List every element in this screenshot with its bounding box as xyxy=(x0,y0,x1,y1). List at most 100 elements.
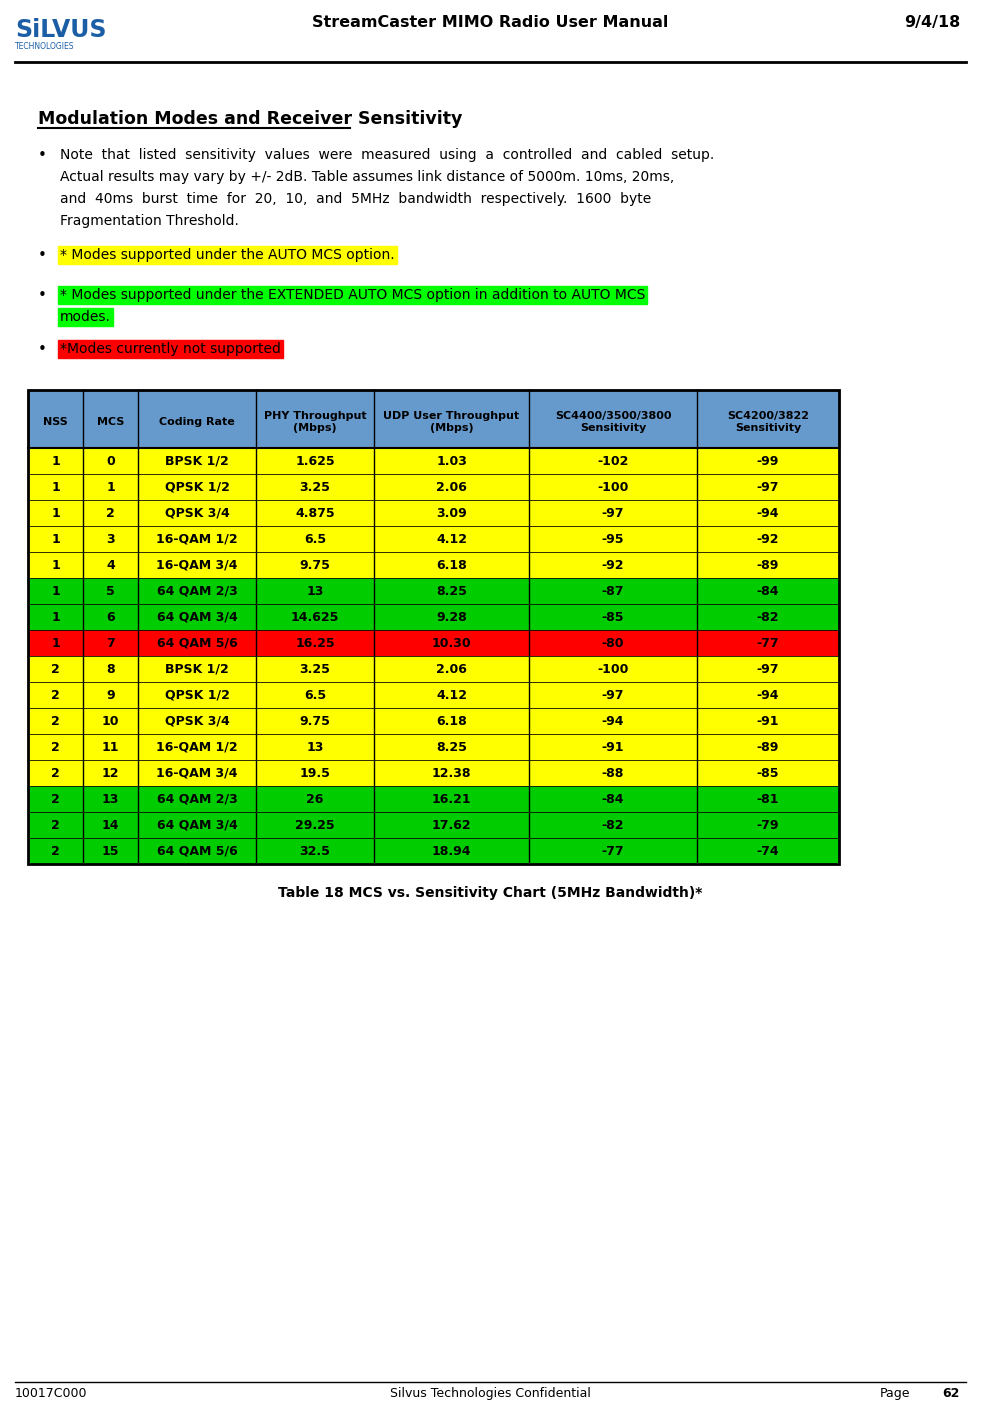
Text: 4.12: 4.12 xyxy=(436,689,467,701)
Text: 2: 2 xyxy=(51,845,60,858)
Text: 3.25: 3.25 xyxy=(299,481,331,494)
Text: 29.25: 29.25 xyxy=(295,818,335,831)
Bar xyxy=(28,579,839,604)
Text: 1: 1 xyxy=(51,611,60,624)
Text: -102: -102 xyxy=(597,454,629,467)
Text: 2: 2 xyxy=(51,766,60,779)
Text: Modulation Modes and Receiver Sensitivity: Modulation Modes and Receiver Sensitivit… xyxy=(38,110,462,128)
Text: 16.25: 16.25 xyxy=(295,636,335,649)
Text: Actual results may vary by +/- 2dB. Table assumes link distance of 5000m. 10ms, : Actual results may vary by +/- 2dB. Tabl… xyxy=(60,169,674,183)
Text: -94: -94 xyxy=(601,714,624,728)
Text: 8: 8 xyxy=(106,663,115,676)
Text: and  40ms  burst  time  for  20,  10,  and  5MHz  bandwidth  respectively.  1600: and 40ms burst time for 20, 10, and 5MHz… xyxy=(60,192,651,206)
Text: 2.06: 2.06 xyxy=(437,663,467,676)
Text: UDP User Throughput
(Mbps): UDP User Throughput (Mbps) xyxy=(384,411,520,433)
Text: 9.28: 9.28 xyxy=(437,611,467,624)
Text: TECHNOLOGIES: TECHNOLOGIES xyxy=(15,42,75,51)
Text: 2: 2 xyxy=(51,689,60,701)
Text: -84: -84 xyxy=(601,793,624,806)
Text: -77: -77 xyxy=(756,636,779,649)
Text: * Modes supported under the EXTENDED AUTO MCS option in addition to AUTO MCS: * Modes supported under the EXTENDED AUT… xyxy=(60,288,645,302)
Bar xyxy=(28,526,839,552)
Text: * Modes supported under the AUTO MCS option.: * Modes supported under the AUTO MCS opt… xyxy=(60,248,394,262)
Text: 10017C000: 10017C000 xyxy=(15,1387,87,1400)
Text: 1: 1 xyxy=(51,636,60,649)
Bar xyxy=(28,449,839,474)
Text: -88: -88 xyxy=(601,766,624,779)
Text: 1: 1 xyxy=(51,481,60,494)
Bar xyxy=(28,552,839,579)
Text: 64 QAM 5/6: 64 QAM 5/6 xyxy=(157,845,237,858)
Text: -89: -89 xyxy=(756,741,779,753)
Text: 2: 2 xyxy=(51,818,60,831)
Text: 1: 1 xyxy=(51,532,60,546)
Text: 13: 13 xyxy=(306,584,324,597)
Bar xyxy=(28,682,839,708)
Text: 6.5: 6.5 xyxy=(304,532,326,546)
Text: 15: 15 xyxy=(102,845,120,858)
Bar xyxy=(28,474,839,499)
Text: 2: 2 xyxy=(106,507,115,519)
Text: 16.21: 16.21 xyxy=(432,793,471,806)
Text: 2: 2 xyxy=(51,741,60,753)
Bar xyxy=(28,838,839,864)
Text: 9.75: 9.75 xyxy=(299,559,331,571)
Text: -85: -85 xyxy=(756,766,779,779)
Text: 11: 11 xyxy=(102,741,120,753)
Text: 1: 1 xyxy=(51,454,60,467)
Text: -91: -91 xyxy=(756,714,779,728)
Text: BPSK 1/2: BPSK 1/2 xyxy=(165,454,229,467)
Text: -94: -94 xyxy=(756,689,779,701)
Text: 7: 7 xyxy=(106,636,115,649)
Text: SiLVUS: SiLVUS xyxy=(15,18,107,42)
Bar xyxy=(28,389,839,449)
Text: 14: 14 xyxy=(102,818,120,831)
Bar xyxy=(28,656,839,682)
Bar xyxy=(28,499,839,526)
Text: 6.18: 6.18 xyxy=(437,559,467,571)
Text: BPSK 1/2: BPSK 1/2 xyxy=(165,663,229,676)
Bar xyxy=(28,708,839,734)
Bar xyxy=(28,786,839,811)
Text: modes.: modes. xyxy=(60,310,111,325)
Text: NSS: NSS xyxy=(43,418,68,428)
Text: 0: 0 xyxy=(106,454,115,467)
Text: •: • xyxy=(38,341,47,357)
Text: Fragmentation Threshold.: Fragmentation Threshold. xyxy=(60,214,239,229)
Text: SC4400/3500/3800
Sensitivity: SC4400/3500/3800 Sensitivity xyxy=(554,411,671,433)
Text: 2: 2 xyxy=(51,714,60,728)
Text: -81: -81 xyxy=(756,793,779,806)
Text: 17.62: 17.62 xyxy=(432,818,471,831)
Text: 32.5: 32.5 xyxy=(299,845,331,858)
Text: 64 QAM 2/3: 64 QAM 2/3 xyxy=(157,584,237,597)
Text: 9/4/18: 9/4/18 xyxy=(904,16,960,30)
Text: 16-QAM 1/2: 16-QAM 1/2 xyxy=(156,741,237,753)
Text: 16-QAM 3/4: 16-QAM 3/4 xyxy=(156,559,237,571)
Text: 12.38: 12.38 xyxy=(432,766,471,779)
Text: QPSK 1/2: QPSK 1/2 xyxy=(165,481,230,494)
Text: -89: -89 xyxy=(756,559,779,571)
Text: QPSK 3/4: QPSK 3/4 xyxy=(165,714,230,728)
Text: 1: 1 xyxy=(51,559,60,571)
Text: -99: -99 xyxy=(756,454,779,467)
Text: 9: 9 xyxy=(106,689,115,701)
Text: QPSK 1/2: QPSK 1/2 xyxy=(165,689,230,701)
Text: 8.25: 8.25 xyxy=(437,741,467,753)
Text: -95: -95 xyxy=(601,532,624,546)
Text: •: • xyxy=(38,248,47,262)
Text: 4: 4 xyxy=(106,559,115,571)
Text: -77: -77 xyxy=(601,845,624,858)
Text: -87: -87 xyxy=(601,584,624,597)
Text: -82: -82 xyxy=(601,818,624,831)
Bar xyxy=(28,734,839,761)
Text: -100: -100 xyxy=(597,481,629,494)
Bar xyxy=(28,761,839,786)
Text: 6: 6 xyxy=(106,611,115,624)
Text: 64 QAM 2/3: 64 QAM 2/3 xyxy=(157,793,237,806)
Text: 2: 2 xyxy=(51,663,60,676)
Bar xyxy=(28,811,839,838)
Text: 13: 13 xyxy=(306,741,324,753)
Text: 3.09: 3.09 xyxy=(437,507,467,519)
Text: 5: 5 xyxy=(106,584,115,597)
Text: 10.30: 10.30 xyxy=(432,636,471,649)
